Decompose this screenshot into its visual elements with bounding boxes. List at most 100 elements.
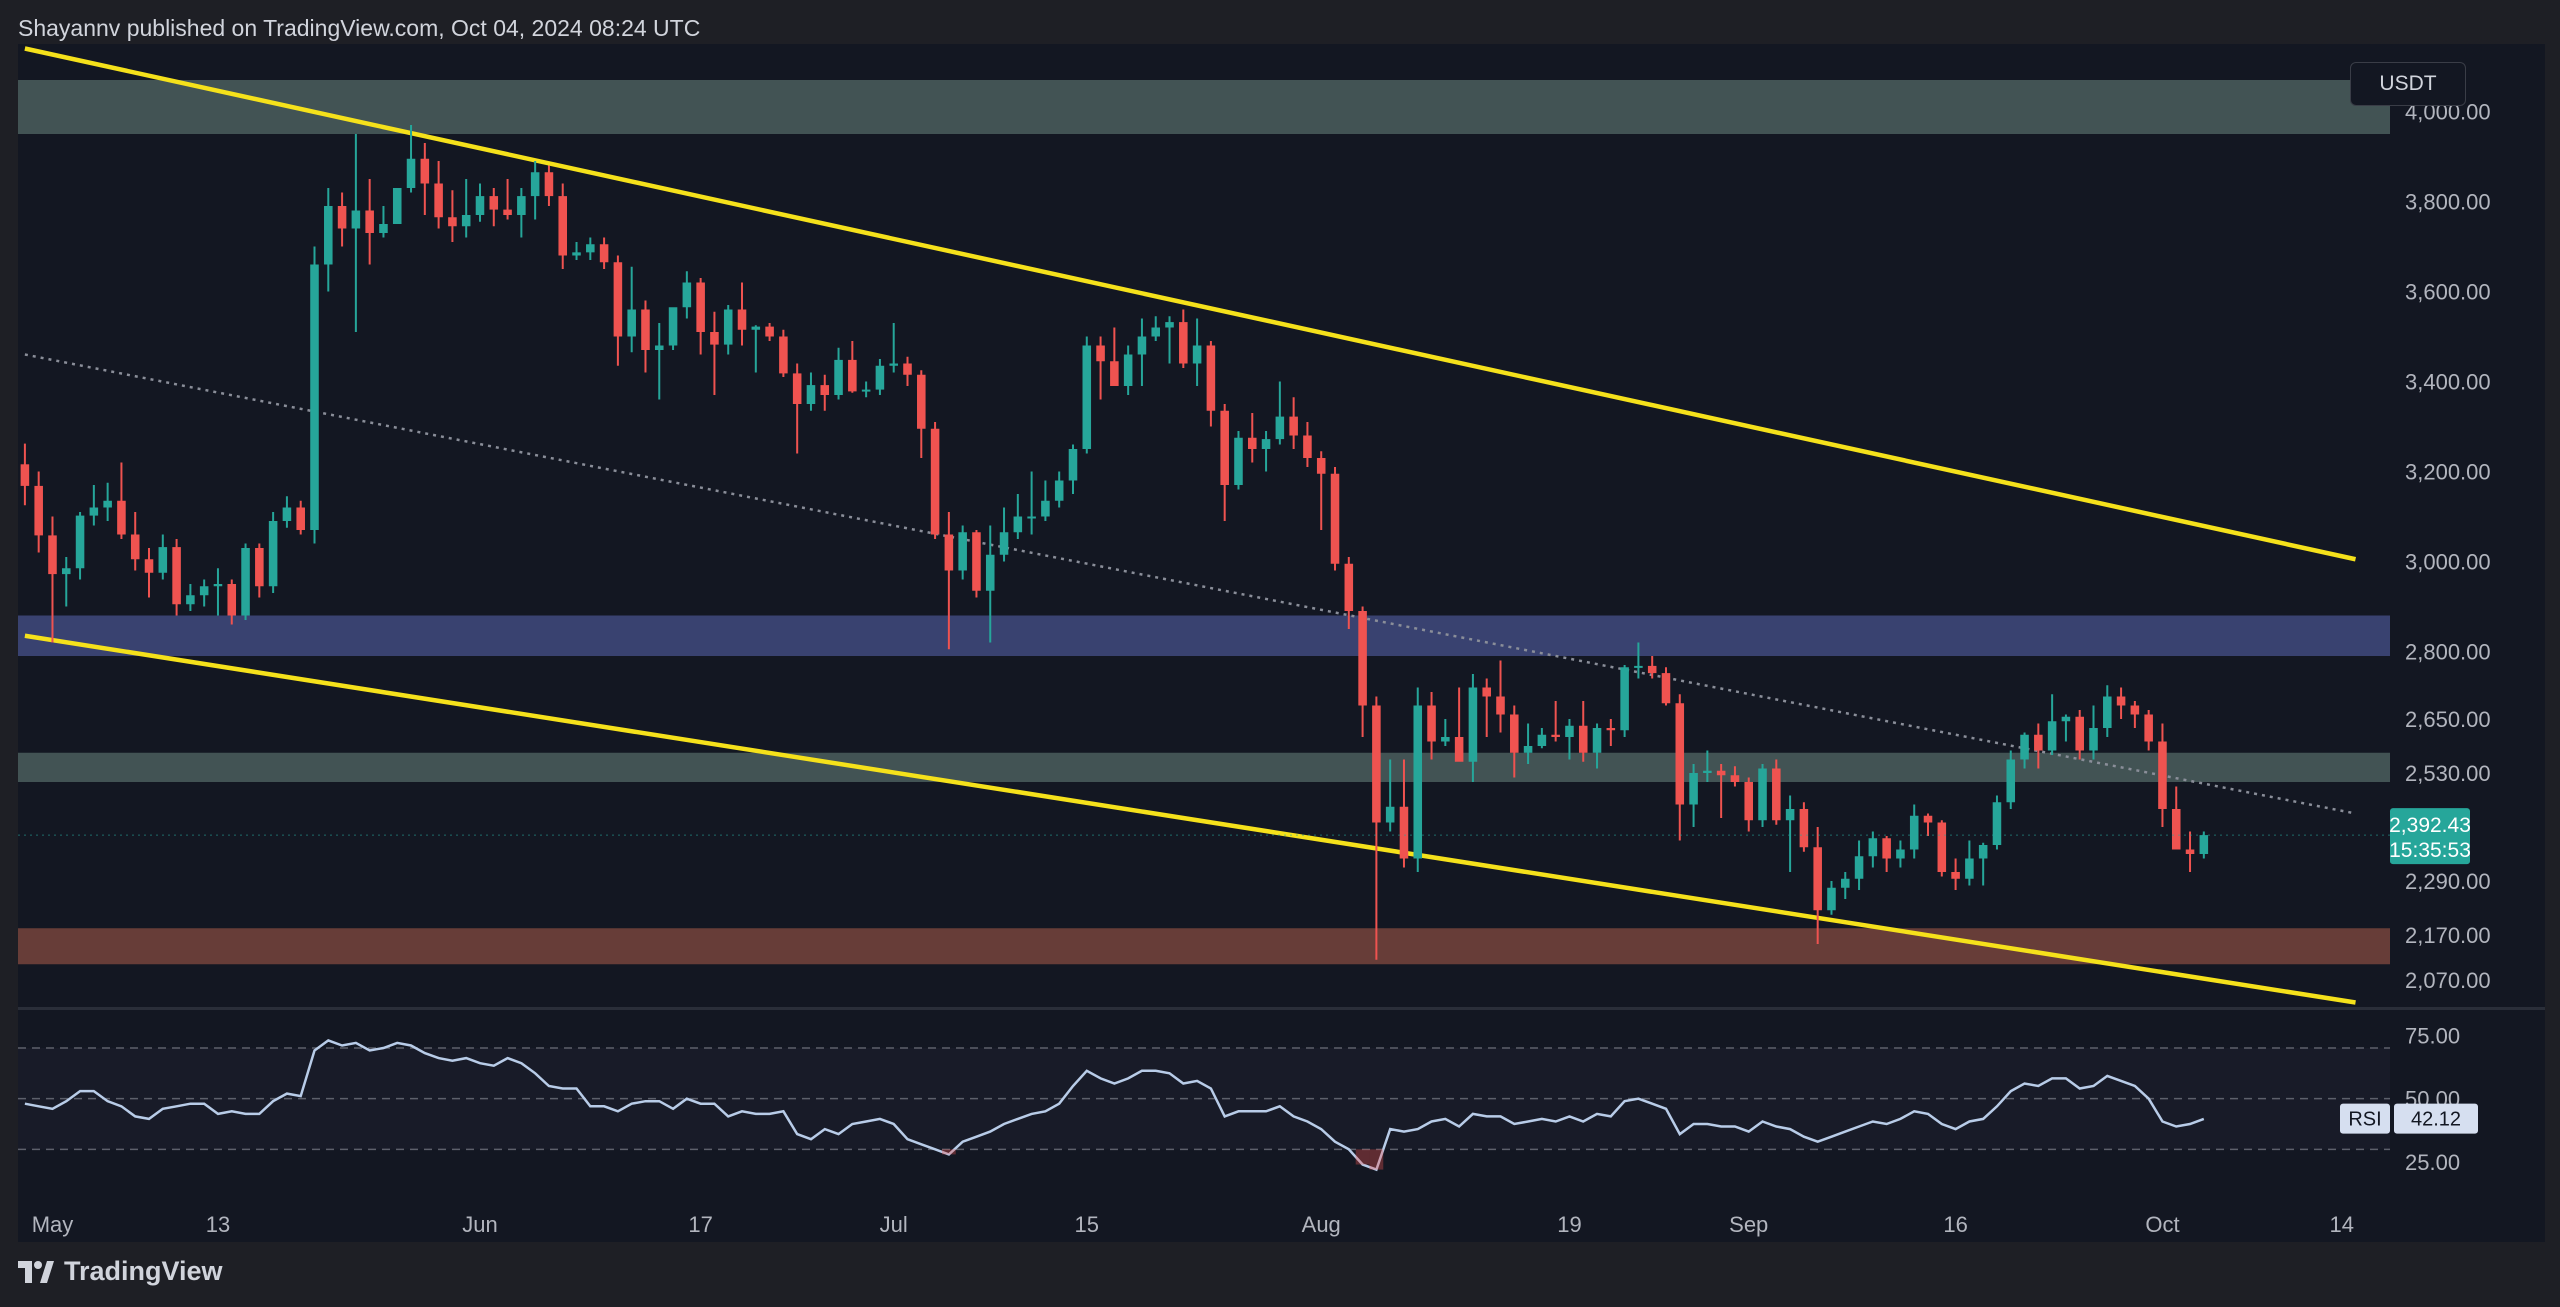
candle[interactable] (2158, 723, 2167, 828)
candle[interactable] (889, 323, 898, 373)
candle[interactable] (448, 190, 457, 242)
candle[interactable] (34, 471, 43, 553)
candle[interactable] (1041, 480, 1050, 522)
candle[interactable] (1358, 606, 1367, 738)
candle[interactable] (1634, 642, 1643, 679)
candle[interactable] (337, 192, 347, 247)
candle[interactable] (61, 557, 71, 607)
currency-selector[interactable]: USDT (2350, 62, 2466, 106)
candle[interactable] (1923, 813, 1933, 837)
candle[interactable] (282, 496, 292, 528)
candle[interactable] (654, 323, 664, 400)
candle[interactable] (1592, 723, 1602, 769)
tradingview-logo[interactable]: TradingView (18, 1256, 223, 1287)
candle[interactable] (1854, 840, 1864, 891)
candle[interactable] (1937, 820, 1947, 877)
supply-zone[interactable] (18, 80, 2390, 134)
candle[interactable] (999, 507, 1009, 562)
candle[interactable] (627, 266, 636, 353)
demand-zone[interactable] (18, 928, 2390, 965)
candle[interactable] (2130, 701, 2140, 728)
candle[interactable] (1027, 471, 1036, 535)
candle[interactable] (1344, 557, 1354, 629)
candle[interactable] (241, 543, 250, 621)
candle[interactable] (48, 516, 57, 643)
candle[interactable] (1785, 795, 1795, 873)
candle[interactable] (1882, 836, 1891, 872)
candle[interactable] (1978, 842, 1988, 886)
rsi-name-badge[interactable] (2340, 1103, 2390, 1134)
candle[interactable] (365, 179, 374, 265)
candle[interactable] (351, 134, 361, 332)
candle[interactable] (1275, 381, 1285, 445)
candle[interactable] (1744, 777, 1754, 832)
candle[interactable] (517, 188, 526, 238)
candle[interactable] (461, 179, 471, 238)
candle[interactable] (144, 548, 154, 598)
candle[interactable] (2047, 694, 2057, 755)
candle[interactable] (268, 512, 278, 593)
candle[interactable] (1385, 759, 1395, 832)
candle[interactable] (1330, 467, 1340, 571)
candle[interactable] (1813, 827, 1822, 944)
candle[interactable] (2199, 831, 2209, 859)
candle[interactable] (475, 183, 485, 222)
candle[interactable] (820, 374, 830, 411)
candle[interactable] (255, 543, 264, 598)
candle[interactable] (227, 579, 237, 625)
candle[interactable] (613, 255, 623, 366)
candle[interactable] (1716, 764, 1726, 818)
candle[interactable] (765, 323, 774, 341)
candle[interactable] (1372, 696, 1381, 960)
candle[interactable] (668, 307, 678, 350)
price-panel[interactable] (18, 44, 2390, 1007)
candle[interactable] (379, 206, 388, 238)
candle[interactable] (1523, 723, 1533, 765)
candle[interactable] (1840, 872, 1850, 899)
candle[interactable] (1730, 766, 1740, 787)
candle[interactable] (1647, 656, 1657, 679)
candle[interactable] (103, 482, 112, 521)
candle[interactable] (1082, 336, 1092, 454)
candle[interactable] (806, 372, 816, 411)
candle[interactable] (489, 188, 499, 227)
candle[interactable] (572, 242, 581, 260)
candle[interactable] (2020, 732, 2029, 769)
time-axis-area[interactable] (18, 1200, 2545, 1242)
candle[interactable] (1799, 802, 1809, 852)
candle[interactable] (903, 356, 912, 386)
candle[interactable] (406, 125, 416, 193)
candle[interactable] (1068, 444, 1078, 495)
candle[interactable] (1454, 687, 1464, 762)
support-zone[interactable] (18, 615, 2390, 657)
candle[interactable] (737, 282, 747, 346)
candle[interactable] (1510, 705, 1519, 778)
candle[interactable] (1703, 750, 1712, 783)
candle[interactable] (1179, 309, 1188, 369)
candle[interactable] (985, 525, 995, 643)
candle[interactable] (2103, 685, 2112, 737)
candle[interactable] (89, 485, 99, 526)
candle[interactable] (641, 300, 650, 373)
candle[interactable] (1689, 764, 1698, 827)
candle[interactable] (296, 500, 305, 535)
candle[interactable] (834, 347, 843, 400)
candle[interactable] (2144, 710, 2153, 751)
candle[interactable] (503, 179, 512, 220)
candle[interactable] (186, 584, 195, 611)
channel-upper-line[interactable] (24, 46, 2357, 562)
candle[interactable] (917, 370, 926, 458)
candle[interactable] (1261, 431, 1271, 472)
candle[interactable] (1772, 759, 1781, 825)
candle[interactable] (1427, 692, 1436, 760)
candle[interactable] (1441, 719, 1450, 746)
candle[interactable] (1468, 674, 1478, 782)
candle[interactable] (158, 534, 168, 580)
candle[interactable] (2185, 831, 2195, 873)
candle[interactable] (1303, 422, 1312, 467)
candle[interactable] (1675, 694, 1685, 841)
candle[interactable] (1054, 471, 1064, 508)
candle[interactable] (1620, 665, 1629, 737)
candle[interactable] (723, 305, 733, 355)
